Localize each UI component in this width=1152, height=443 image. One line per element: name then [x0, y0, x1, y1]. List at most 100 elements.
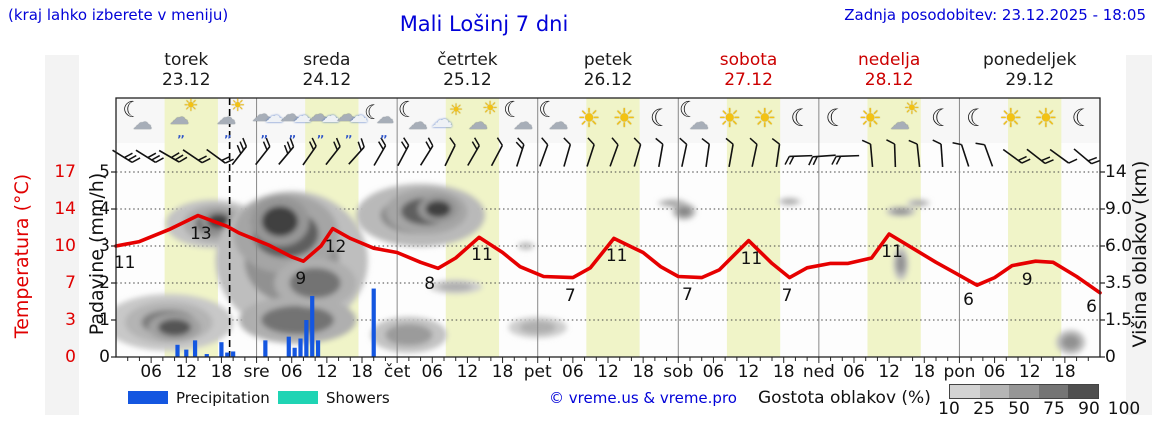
colorbar-segment	[1009, 385, 1039, 398]
day-header-date: 29.12	[1005, 70, 1055, 90]
sun-icon: ☀	[1028, 98, 1066, 142]
cloud-glyph: ☁	[279, 102, 300, 126]
x-axis-hour-label: 12	[737, 362, 760, 382]
x-axis-hour-label: 12	[316, 362, 338, 382]
drops-glyph: ‚‚	[316, 127, 324, 140]
day-header-name: sreda	[303, 50, 351, 70]
moon-glyph: ☾	[930, 104, 953, 132]
moon-cloud-icon: ☾ ☁	[120, 98, 158, 142]
x-axis-hour-label: 18	[913, 362, 936, 382]
cloud-glyph: ☁	[251, 102, 272, 126]
cloud-height-axis-tick: 9.0	[1105, 199, 1133, 219]
cloud-rain-icon: ☁ ☁ ‚‚	[252, 98, 290, 142]
cloud-height-axis-tick: 0	[1105, 347, 1116, 367]
sun-icon: ☀	[993, 98, 1031, 142]
cloud-glyph: ☁	[169, 105, 190, 129]
moon-icon: ☾	[958, 98, 996, 142]
sun-icon: ☀	[747, 98, 785, 142]
x-axis-hour-label: 18	[632, 362, 654, 382]
precip-axis-tick: 2	[99, 273, 110, 293]
copyright-link[interactable]: © vreme.us & vreme.pro	[549, 389, 737, 407]
drops-glyph: ‚‚	[380, 127, 387, 140]
x-axis-day-label: sre	[243, 362, 270, 382]
sun-rain-icon: ☀ ☁ ‚‚	[214, 98, 252, 142]
day-header-date: 28.12	[864, 70, 914, 90]
temperature-value-label: 6	[1086, 296, 1097, 317]
day-header-name: sobota	[719, 50, 778, 70]
temp-axis-tick: 14	[54, 199, 76, 219]
cloud-height-axis-tick: 14	[1105, 162, 1127, 182]
day-header-date: 24.12	[302, 70, 352, 90]
cloud-height-axis-tick: 3.5	[1105, 273, 1133, 293]
sun-glyph: ☀	[577, 104, 601, 134]
moon-glyph: ☾	[678, 98, 699, 123]
cloud-rain-icon: ☁ ☁ ‚‚	[336, 98, 374, 142]
x-axis-hour-label: 06	[983, 362, 1006, 382]
x-axis-hour-label: 18	[772, 362, 795, 382]
x-axis-hour-label: 18	[351, 362, 373, 382]
last-update-text: Zadnja posodobitev: 23.12.2025 - 18:05	[844, 6, 1146, 24]
x-axis-hour-label: 12	[456, 362, 479, 382]
colorbar-value: 100	[1107, 399, 1141, 419]
cloud-glyph: ☁	[688, 110, 709, 134]
drops-glyph: ‚‚	[260, 127, 268, 140]
drops-glyph: ‚‚	[288, 127, 296, 140]
x-axis-hour-label: 18	[491, 362, 514, 382]
cloud-height-axis-tick: 1.5	[1105, 310, 1133, 330]
precip-axis-tick: 5	[99, 162, 110, 182]
sun-glyph: ☀	[482, 98, 499, 119]
colorbar-segment	[1068, 385, 1098, 398]
moon-glyph: ☾	[538, 98, 559, 123]
sun-glyph: ☀	[999, 104, 1023, 134]
colorbar-value: 90	[1078, 399, 1100, 419]
cloudw-glyph: ☁	[292, 105, 312, 127]
cloud-glyph: ☁	[307, 102, 328, 126]
moon-cloud-icon: ☾ ☁	[396, 98, 434, 142]
day-header-name: nedelja	[857, 50, 921, 70]
moon-rain-icon: ☾ ☁ ‚‚	[364, 98, 402, 142]
moon-icon: ☾	[1063, 98, 1101, 142]
cloud-rain-icon: ☁ ☁ ‚‚	[308, 98, 346, 142]
menu-hint-text: (kraj lahko izberete v meniju)	[8, 6, 229, 24]
day-header-date: 26.12	[583, 70, 633, 90]
temperature-value-label: 7	[781, 285, 793, 306]
moon-icon: ☾	[642, 98, 680, 142]
sun-icon: ☀	[607, 98, 645, 142]
showers-legend-swatch	[278, 391, 318, 404]
cloud-glyph: ☁	[548, 110, 569, 134]
colorbar-value: 50	[1008, 399, 1030, 419]
sun-icon: ☀	[571, 98, 609, 142]
moon-glyph: ☾	[825, 104, 847, 132]
right-margin-strip	[1126, 55, 1152, 415]
cloud-glyph: ☁	[468, 110, 488, 134]
moon-cloud-icon: ☾ ☁	[501, 98, 539, 142]
x-axis-hour-label: 18	[210, 362, 233, 382]
temp-axis-tick: 17	[54, 162, 76, 182]
temp-axis-tick: 7	[65, 273, 76, 293]
temperature-value-label: 9	[295, 269, 307, 290]
cloud-glyph: ☁	[216, 105, 237, 129]
x-axis-day-label: ned	[802, 362, 835, 382]
day-header-name: petek	[583, 50, 633, 70]
cloudw-glyph: ☁	[348, 105, 368, 127]
temperature-value-label: 8	[424, 274, 436, 295]
x-axis-hour-label: 06	[280, 362, 303, 382]
moon-glyph: ☾	[364, 100, 383, 124]
precip-axis-tick: 0	[99, 347, 110, 367]
moon-cloud-icon: ☾ ☁	[536, 98, 574, 142]
colorbar-segment	[1038, 385, 1069, 398]
cloudw-glyph: ☁	[430, 108, 453, 133]
drops-glyph: ‚‚	[344, 127, 352, 140]
x-axis-day-label: čet	[383, 362, 411, 382]
x-axis-hour-label: 18	[1054, 362, 1076, 382]
moon-icon: ☾	[923, 98, 961, 142]
cloud-glyph: ☁	[513, 110, 534, 134]
cloud-glyph: ☁	[889, 110, 910, 134]
temperature-value-label: 11	[740, 248, 763, 269]
cloud-glyph: ☁	[132, 110, 153, 134]
temp-axis-tick: 0	[65, 347, 76, 367]
cloudw-glyph: ☁	[320, 105, 340, 127]
moon-glyph: ☾	[122, 98, 143, 123]
sun-glyph: ☀	[183, 96, 199, 116]
